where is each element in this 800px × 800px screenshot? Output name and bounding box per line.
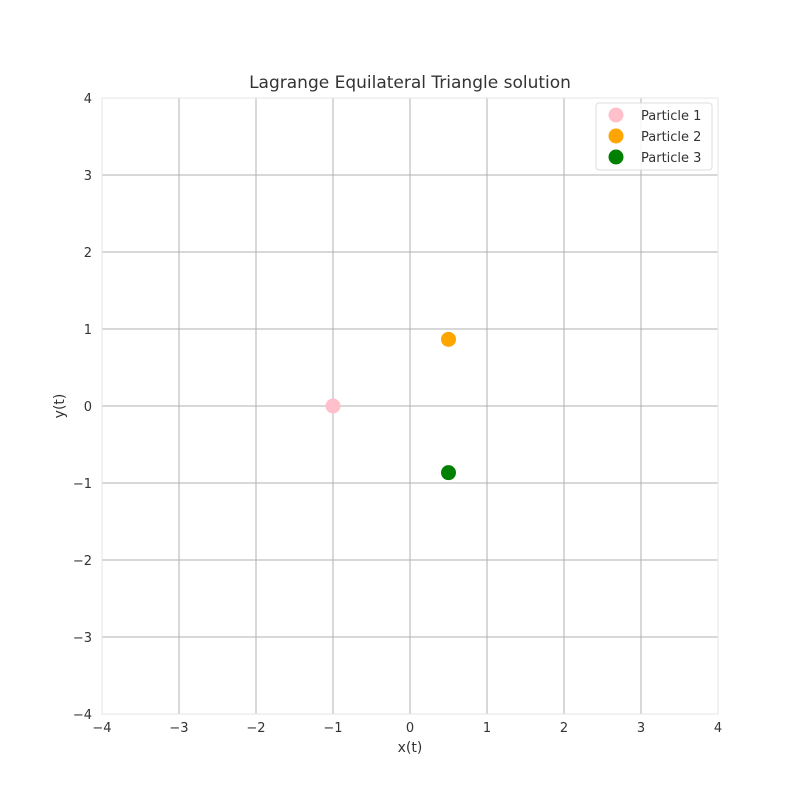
x-tick-label: 2 <box>560 721 568 736</box>
legend-label-particle-2: Particle 2 <box>641 130 701 145</box>
y-tick-label: 4 <box>84 92 92 107</box>
x-tick-label: −3 <box>169 721 188 736</box>
plot-area-frame <box>101 97 719 715</box>
data-point-particle-2 <box>441 331 456 347</box>
x-axis-label: x(t) <box>398 740 423 756</box>
chart-title: Lagrange Equilateral Triangle solution <box>249 73 571 93</box>
x-tick-label: −4 <box>92 721 111 736</box>
tick-labels: −4 −3 −2 −1 0 1 2 3 4 −4 −3 −2 −1 0 1 2 3 4 <box>73 92 722 736</box>
y-tick-label: −4 <box>73 708 92 723</box>
legend-label-particle-1: Particle 1 <box>641 109 701 124</box>
data-points <box>325 331 456 481</box>
x-tick-label: −2 <box>246 721 265 736</box>
y-tick-label: −2 <box>73 554 92 569</box>
x-tick-label: 3 <box>637 721 645 736</box>
data-point-particle-1 <box>325 398 341 414</box>
data-point-particle-3 <box>441 465 456 481</box>
y-tick-label: −3 <box>73 631 92 646</box>
legend-box <box>595 102 713 171</box>
y-tick-label: 2 <box>84 246 92 261</box>
x-tick-label: 0 <box>406 721 414 736</box>
y-axis-label: y(t) <box>52 394 68 419</box>
x-tick-label: 4 <box>714 721 722 736</box>
legend-marker-particle-3 <box>608 149 624 165</box>
legend-marker-particle-2 <box>608 128 624 144</box>
y-tick-label: 1 <box>84 323 92 338</box>
legend: Particle 1 Particle 2 Particle 3 <box>595 102 713 171</box>
grid-lines <box>101 97 719 715</box>
legend-label-particle-3: Particle 3 <box>641 151 701 166</box>
y-tick-label: 0 <box>84 400 92 415</box>
y-tick-label: −1 <box>73 477 92 492</box>
x-tick-label: 1 <box>483 721 491 736</box>
y-tick-label: 3 <box>84 169 92 184</box>
x-tick-label: −1 <box>323 721 342 736</box>
legend-marker-particle-1 <box>608 107 624 123</box>
